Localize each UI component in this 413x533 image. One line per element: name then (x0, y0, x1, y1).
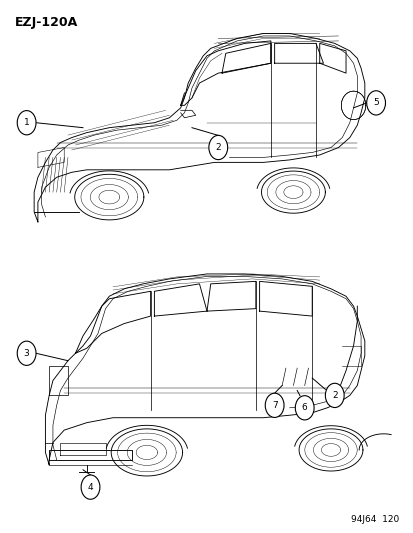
Text: 7: 7 (271, 401, 277, 410)
Text: 3: 3 (24, 349, 29, 358)
Text: 1: 1 (24, 118, 29, 127)
Text: 2: 2 (215, 143, 221, 152)
Text: 4: 4 (88, 482, 93, 491)
Text: 2: 2 (331, 391, 337, 400)
Circle shape (265, 393, 283, 417)
Text: EZJ-120A: EZJ-120A (15, 16, 78, 29)
Text: 6: 6 (301, 403, 307, 413)
Circle shape (17, 110, 36, 135)
Circle shape (17, 341, 36, 366)
Circle shape (294, 395, 313, 420)
Circle shape (325, 383, 343, 408)
Circle shape (366, 91, 385, 115)
Circle shape (209, 135, 227, 160)
Text: 94J64  120: 94J64 120 (350, 515, 398, 524)
Circle shape (81, 475, 100, 499)
Text: 5: 5 (373, 99, 378, 107)
